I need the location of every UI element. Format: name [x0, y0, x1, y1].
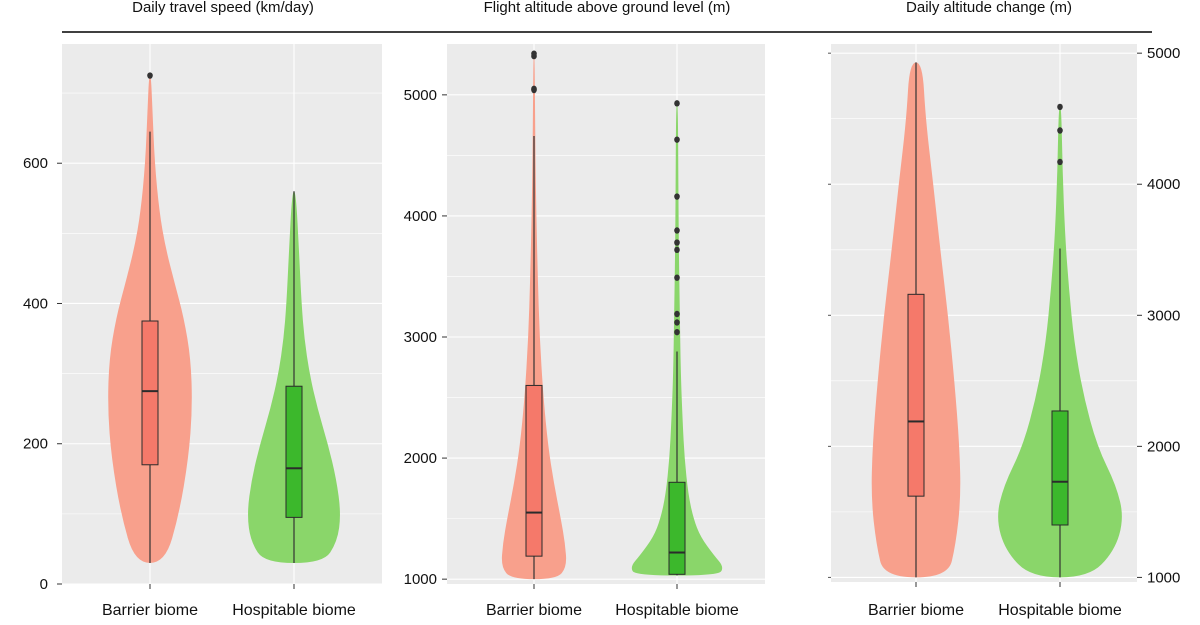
y-tick-label: 600	[23, 155, 48, 172]
x-category-label: Barrier biome	[102, 602, 198, 619]
violin-barrier-biome	[871, 62, 961, 578]
y-tick-label: 4000	[1147, 176, 1180, 193]
violin-shape	[631, 103, 723, 576]
y-tick-label: 1000	[404, 571, 437, 588]
y-tick-label: 4000	[404, 208, 437, 225]
panel-2: Flight altitude above ground level (m) 10…	[404, 0, 765, 619]
outlier-point	[674, 310, 680, 318]
violin-hospitable-biome	[631, 100, 723, 576]
y-tick-label: 0	[40, 576, 48, 593]
outlier-point	[674, 100, 680, 107]
y-tick-label: 1000	[1147, 569, 1180, 586]
box-iqr	[907, 293, 925, 497]
y-tick-label: 2000	[1147, 438, 1180, 455]
y-tick-label: 3000	[404, 329, 437, 346]
outlier-point	[1057, 103, 1063, 111]
outlier-point	[674, 136, 680, 143]
outlier-point	[531, 50, 537, 57]
outlier-point	[674, 246, 680, 254]
y-tick-label: 3000	[1147, 307, 1180, 324]
panel-title: Daily travel speed (km/day)	[132, 0, 314, 16]
outlier-point	[674, 274, 680, 281]
outlier-point	[674, 193, 680, 200]
outlier-point	[147, 72, 153, 79]
x-category-label: Hospitable biome	[232, 602, 356, 619]
outlier-point	[674, 227, 680, 234]
y-tick-label: 5000	[404, 87, 437, 104]
outlier-point	[674, 319, 680, 326]
outlier-point	[1057, 127, 1063, 134]
outlier-point	[1057, 158, 1063, 166]
violin-barrier-biome	[501, 50, 567, 580]
y-tick-label: 2000	[404, 450, 437, 467]
x-category-label: Barrier biome	[486, 602, 582, 619]
outlier-point	[674, 328, 680, 336]
box-iqr	[1051, 410, 1069, 526]
violin-hospitable-biome	[248, 191, 340, 563]
box-iqr	[285, 385, 303, 518]
x-category-label: Hospitable biome	[998, 602, 1122, 619]
outlier-point	[674, 239, 680, 246]
panel-1: Daily travel speed (km/day) 0 200 400 600 Bar…	[23, 0, 382, 619]
y-tick-label: 400	[23, 295, 48, 312]
box-iqr	[668, 481, 686, 575]
plot-background	[447, 44, 765, 584]
x-category-label: Barrier biome	[868, 602, 964, 619]
violin-barrier-biome	[108, 72, 192, 563]
panel-title: Daily altitude change (m)	[906, 0, 1072, 16]
violin-hospitable-biome	[998, 103, 1122, 578]
panel-title: Flight altitude above ground level (m)	[484, 0, 731, 16]
outlier-point	[531, 85, 537, 92]
y-tick-label: 200	[23, 436, 48, 453]
box-iqr	[525, 384, 543, 557]
y-tick-label: 5000	[1147, 45, 1180, 62]
box-iqr	[141, 320, 159, 466]
panel-3: Daily altitude change (m) 1000 2000 3000 400…	[828, 0, 1180, 619]
x-category-label: Hospitable biome	[615, 602, 739, 619]
